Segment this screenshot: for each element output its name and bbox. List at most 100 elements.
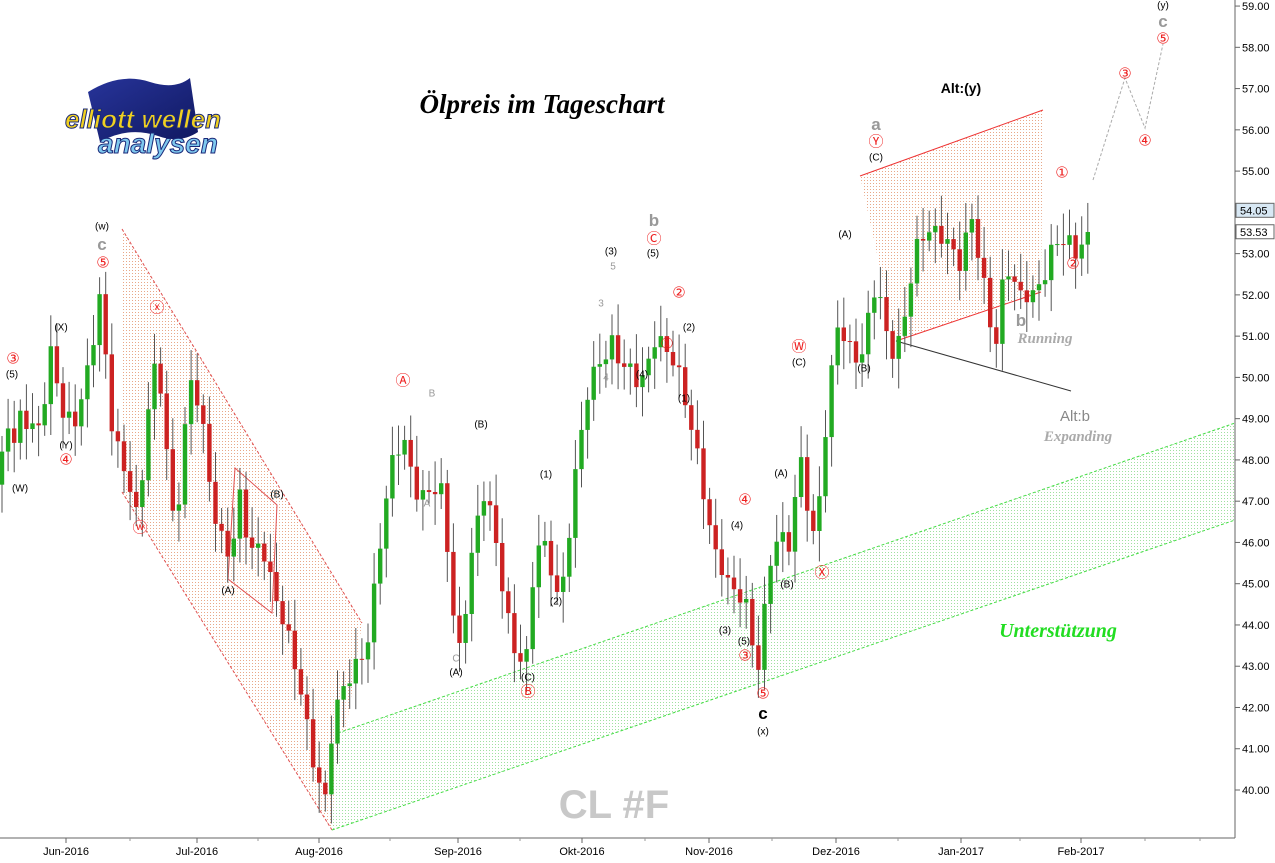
candle-up (378, 548, 383, 584)
wave-label: (3) (719, 626, 731, 637)
y-tick-label: 40.00 (1242, 785, 1270, 797)
candle-down (701, 448, 706, 500)
symbol-label: CL #F (559, 783, 669, 827)
candle-down (920, 238, 926, 241)
candle-down (286, 624, 291, 631)
candle-up (963, 232, 968, 271)
candle-up (579, 429, 584, 470)
candle-down (731, 577, 737, 590)
candle-down (994, 327, 999, 344)
candle-up (365, 642, 371, 660)
logo-line1: elliott wellen (65, 104, 221, 134)
wave-label: (B) (270, 490, 283, 501)
candle-up (780, 532, 785, 542)
candle-up (335, 699, 340, 744)
candle-up (176, 504, 182, 511)
candle-down (988, 277, 993, 328)
wave-label: (X) (54, 323, 67, 334)
candle-down (134, 491, 139, 507)
wave-label: ③ (738, 647, 751, 664)
candle-up (463, 613, 468, 643)
candle-down (737, 589, 743, 603)
wave-label: B (429, 389, 436, 400)
candle-up (42, 404, 47, 426)
candle-down (518, 653, 523, 662)
candle-up (353, 658, 358, 684)
wave-label: a (871, 115, 881, 134)
candle-down (939, 226, 944, 244)
candle-down (506, 591, 511, 614)
candle-up (597, 364, 602, 367)
candle-down (786, 532, 792, 552)
candle-down (268, 561, 273, 573)
candle-up (933, 226, 938, 233)
y-tick-label: 48.00 (1242, 455, 1270, 467)
small-triangle (227, 466, 278, 614)
candle-up (536, 545, 541, 588)
candle-down (841, 327, 846, 342)
wave-label: (4) (636, 370, 648, 381)
wave-label: c (97, 235, 106, 254)
candle-down (54, 346, 60, 384)
x-tick-label: Feb-2017 (1057, 846, 1104, 858)
candle-down (207, 423, 212, 482)
x-tick-label: Okt-2016 (559, 846, 604, 858)
wave-label: ⑤ (756, 685, 769, 702)
candle-up (1036, 284, 1042, 291)
candle-down (219, 523, 224, 531)
candle-up (85, 365, 90, 400)
candle-up (817, 496, 822, 531)
candle-up (914, 238, 920, 284)
candle-up (188, 380, 194, 425)
y-tick-label: 52.00 (1242, 290, 1270, 302)
wave-label: b (649, 211, 659, 230)
candle-down (622, 363, 627, 367)
wave-label: (4) (731, 521, 743, 532)
wave-label: ⓧ (149, 299, 164, 316)
candle-up (628, 363, 633, 367)
candle-up (91, 345, 96, 366)
candle-down (280, 601, 285, 625)
running-triangle-channel (860, 110, 1043, 341)
wave-label: ⑤ (1156, 30, 1169, 47)
wave-label: (5) (647, 249, 659, 260)
candle-down (1061, 244, 1066, 246)
wave-label: (A) (838, 230, 851, 241)
candle-down (890, 331, 895, 359)
wave-label: C (452, 654, 459, 665)
wave-label: ⑤ (96, 254, 109, 271)
candle-down (1012, 276, 1017, 282)
candle-up (652, 347, 657, 359)
candle-up (567, 537, 572, 577)
candle-down (310, 719, 316, 768)
candle-down (805, 457, 810, 511)
candle-down (243, 489, 249, 538)
x-tick-label: Nov-2016 (685, 846, 733, 858)
candle-down (670, 351, 676, 366)
candle-down (24, 410, 29, 430)
candle-up (603, 359, 609, 365)
candle-down (512, 613, 517, 654)
candle-down (975, 219, 981, 258)
candle-up (561, 576, 566, 592)
price-labels: 54.05 53.53 (1235, 202, 1275, 240)
candle-down (73, 411, 78, 427)
wave-label: b (1016, 311, 1026, 330)
candle-down (707, 499, 712, 526)
wave-labels: (W)③(5)④(Y)(X)(w)c⑤ⓧⓦ(A)(B)ⒶBAC(A)(B)(C)… (6, 1, 1170, 738)
y-tick-label: 44.00 (1242, 620, 1270, 632)
support-channel (332, 423, 1235, 830)
candle-up (1000, 279, 1005, 344)
candle-up (420, 490, 426, 500)
current-price-box (1235, 202, 1275, 218)
candle-up (396, 454, 401, 456)
candle-down (292, 630, 297, 670)
candle-up (969, 219, 975, 233)
running-channel-lower (895, 291, 1042, 342)
wave-label: ④ (1138, 132, 1151, 149)
candle-down (213, 481, 218, 524)
candle-down (493, 505, 499, 543)
candle-up (384, 498, 389, 549)
candle-up (256, 543, 261, 548)
wave-label: Ⓧ (814, 564, 829, 581)
